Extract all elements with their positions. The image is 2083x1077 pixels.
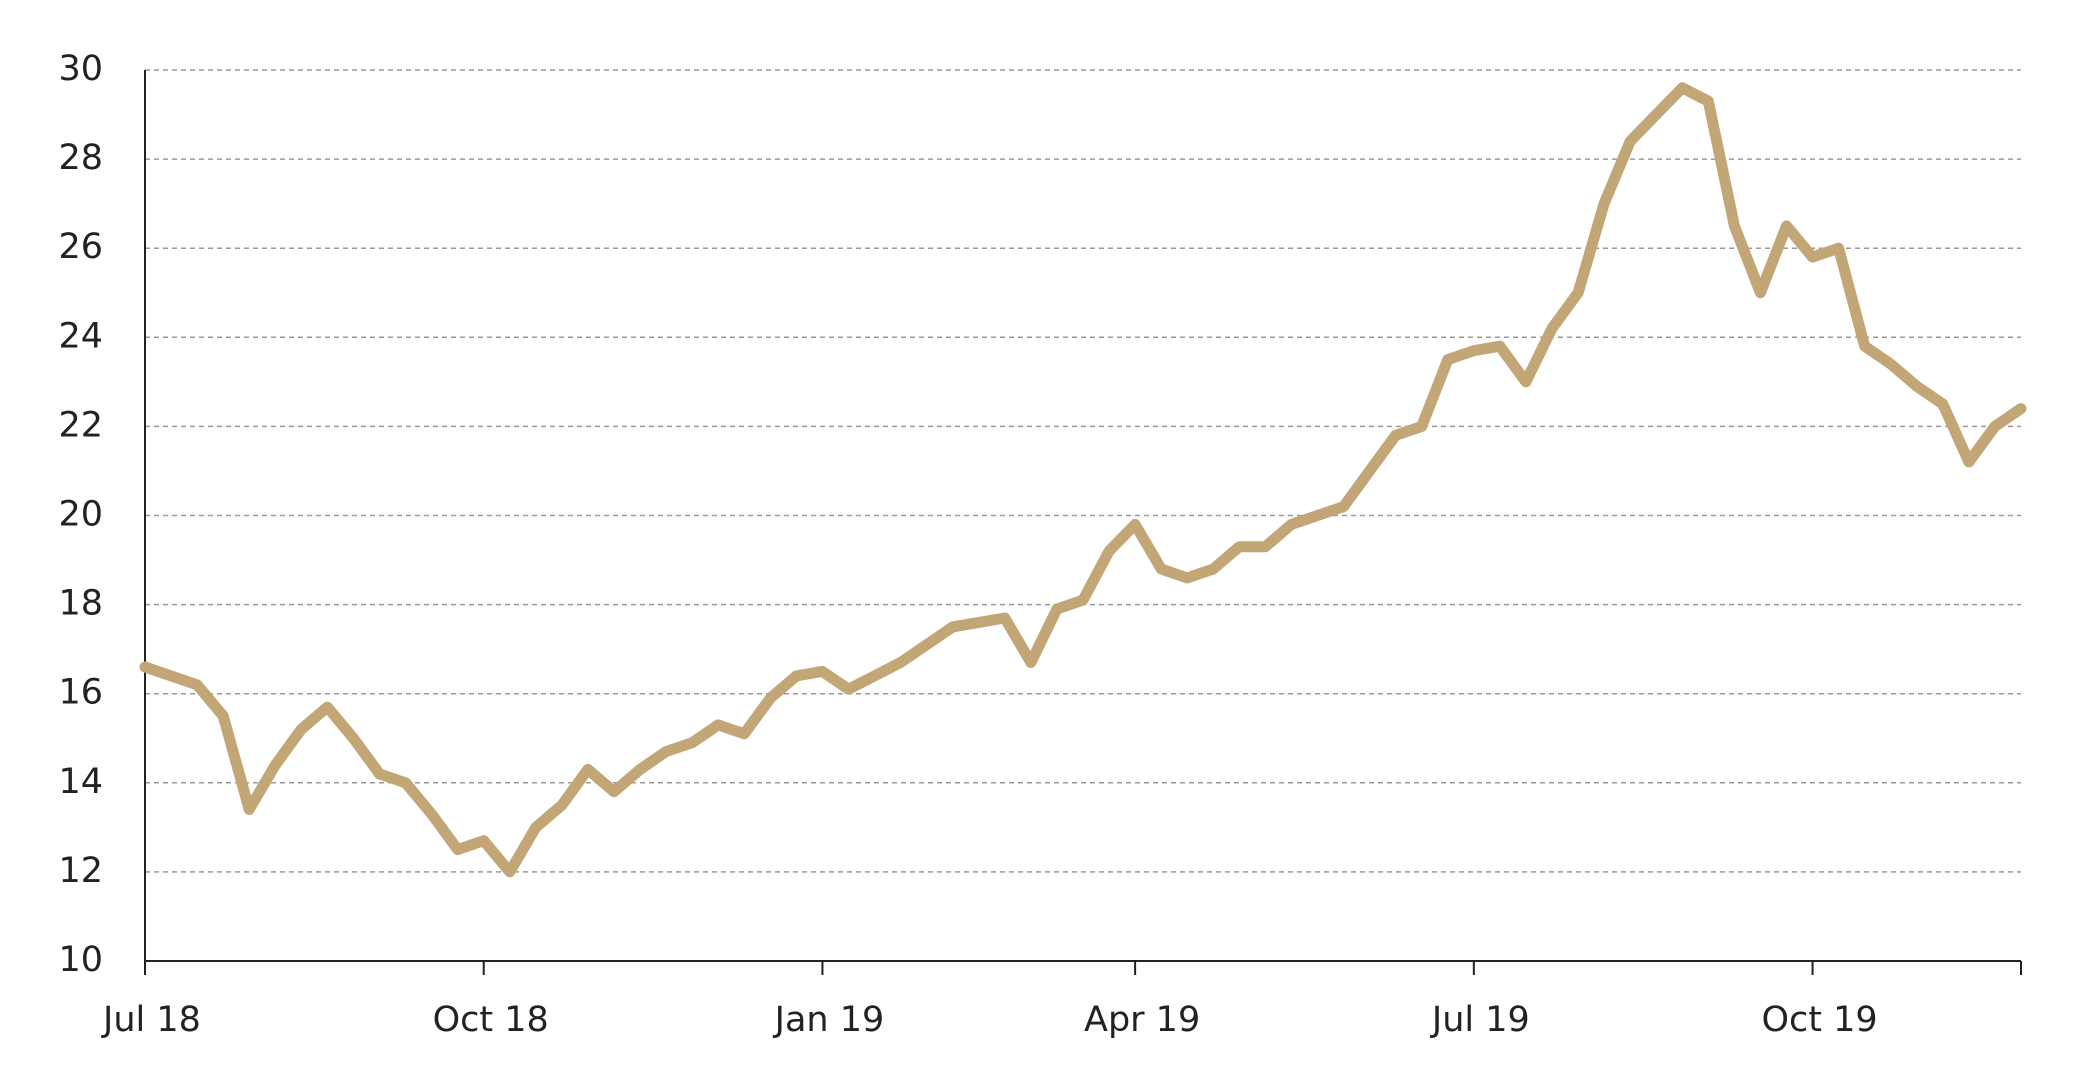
y-tick-label: 22 — [58, 405, 103, 445]
y-tick-label: 24 — [58, 316, 103, 356]
x-tick-label: Oct 19 — [1761, 1000, 1877, 1040]
y-tick-label: 30 — [58, 49, 103, 89]
y-tick-label: 16 — [58, 673, 103, 713]
y-tick-label: 14 — [58, 762, 103, 802]
y-tick-label: 12 — [58, 851, 103, 891]
y-tick-label: 28 — [58, 138, 103, 178]
y-tick-label: 18 — [58, 584, 103, 624]
y-tick-label: 26 — [58, 227, 103, 267]
y-tick-label: 10 — [58, 940, 103, 980]
x-tick-label: Jul 18 — [101, 1000, 201, 1040]
y-tick-label: 20 — [58, 495, 103, 535]
x-tick-label: Oct 18 — [433, 1000, 549, 1040]
line — [139, 82, 2027, 878]
x-tick-label: Jul 19 — [1430, 1000, 1530, 1040]
x-tick-label: Apr 19 — [1084, 1000, 1200, 1040]
x-tick-label: Jan 19 — [773, 1000, 885, 1040]
